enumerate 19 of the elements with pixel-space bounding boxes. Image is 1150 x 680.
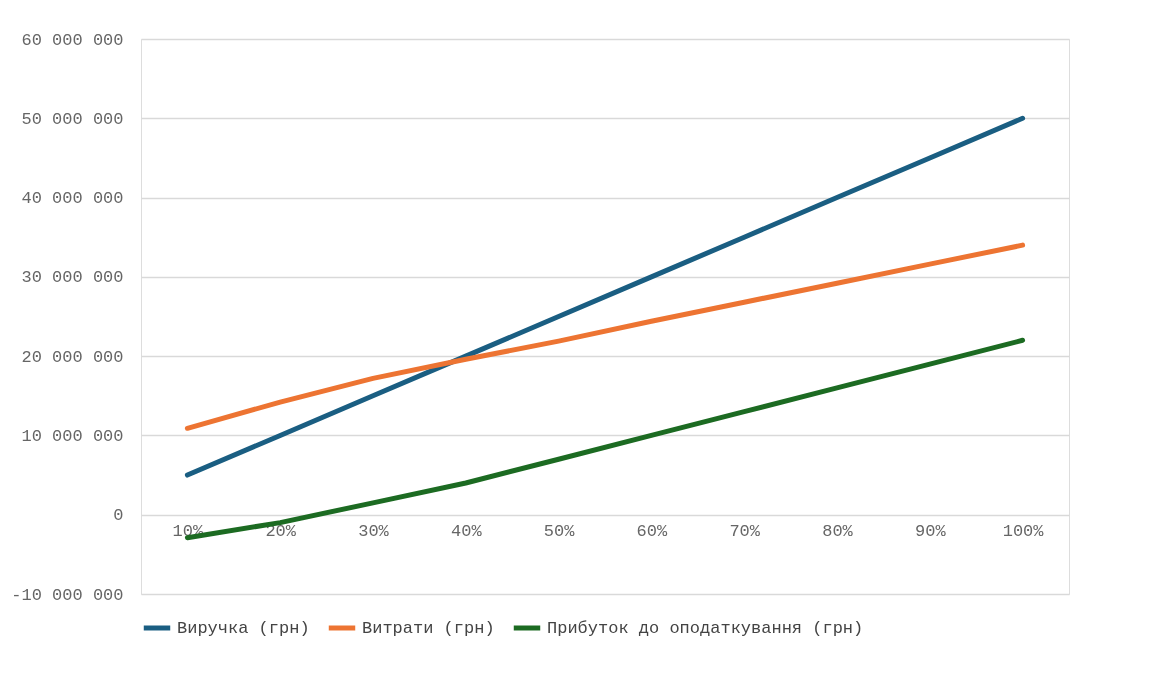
x-tick-label: 70% (729, 522, 761, 542)
legend-label: Прибуток до оподаткування (грн) (547, 619, 864, 638)
legend-label: Витрати (грн) (362, 619, 495, 638)
y-tick-label: 0 (113, 506, 124, 526)
y-tick-label: -10 000 000 (11, 585, 124, 605)
y-tick-label: 20 000 000 (21, 347, 124, 367)
y-tick-label: 40 000 000 (21, 189, 124, 209)
x-tick-label: 90% (915, 522, 947, 542)
x-tick-label: 60% (636, 522, 668, 542)
x-tick-label: 30% (358, 522, 390, 542)
y-tick-label: 60 000 000 (21, 30, 124, 50)
y-tick-label: 50 000 000 (21, 109, 124, 129)
x-tick-label: 50% (543, 522, 576, 542)
x-tick-label: 80% (822, 522, 854, 542)
legend-label: Виручка (грн) (177, 619, 310, 638)
y-tick-label: 10 000 000 (21, 426, 124, 446)
x-tick-label: 100% (1002, 522, 1045, 542)
y-tick-label: 30 000 000 (21, 268, 124, 288)
x-tick-label: 40% (451, 522, 483, 542)
